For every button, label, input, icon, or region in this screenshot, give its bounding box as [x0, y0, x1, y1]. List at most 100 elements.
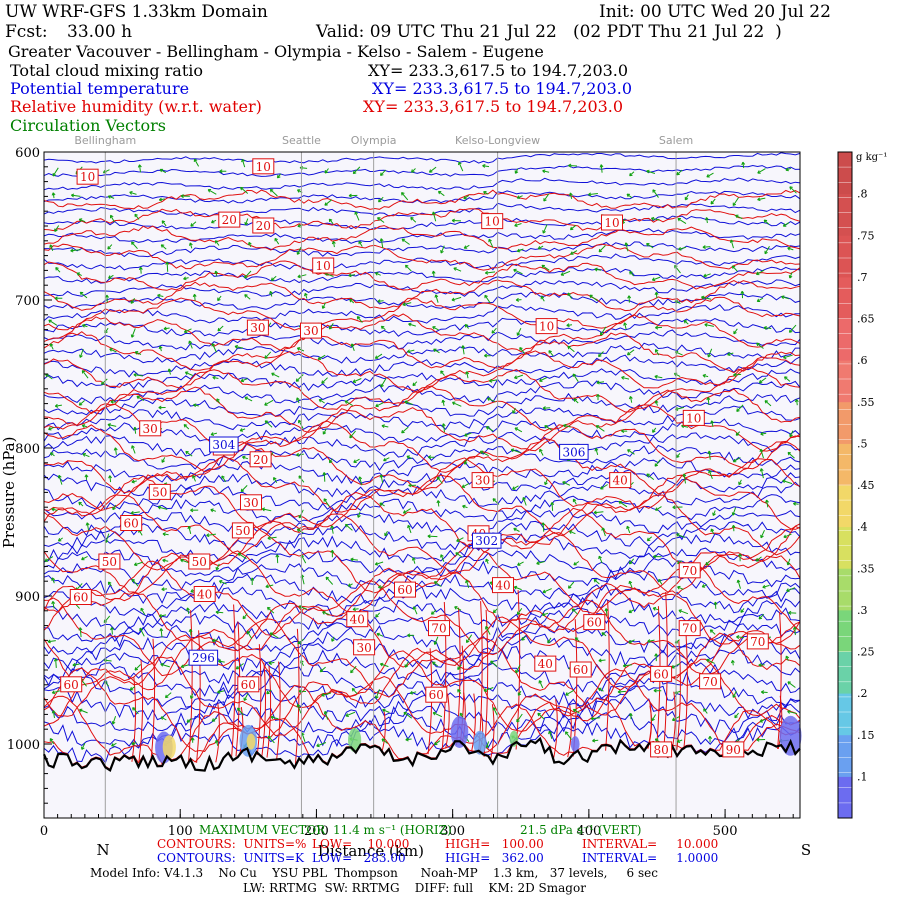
circulation-vector — [268, 661, 275, 665]
circulation-vector — [647, 639, 655, 643]
circulation-vector — [158, 345, 163, 352]
circulation-vector — [264, 399, 274, 406]
circulation-vector — [428, 166, 437, 173]
theta-contour — [43, 392, 801, 417]
circulation-vector — [710, 198, 716, 205]
circulation-vector — [538, 680, 544, 689]
circulation-vector — [374, 689, 380, 699]
circulation-vector — [794, 399, 799, 406]
circulation-vector — [713, 601, 718, 609]
circulation-vector — [221, 475, 227, 483]
rh-contour-label-box — [492, 577, 514, 594]
circulation-vector — [706, 658, 715, 664]
circulation-vector — [731, 265, 738, 272]
rh-contours-high: HIGH= 100.00 — [445, 837, 544, 851]
circulation-vector — [84, 474, 89, 480]
circulation-vector — [350, 343, 355, 351]
circulation-vector — [217, 659, 225, 664]
rh-contour-label-box — [76, 168, 99, 185]
theta-contour — [43, 520, 801, 551]
theta-contour — [43, 418, 801, 443]
circulation-vector — [706, 397, 711, 405]
circulation-vector — [52, 167, 59, 177]
circulation-vector — [483, 687, 494, 692]
rh-contour — [43, 525, 801, 595]
circulation-vector — [240, 378, 248, 383]
circulation-vector — [378, 585, 384, 590]
theta-contour — [43, 533, 801, 564]
circulation-vector — [78, 627, 83, 638]
circulation-vector — [454, 606, 462, 611]
circulation-vector — [134, 351, 142, 355]
theta-contour — [43, 291, 801, 310]
colorbar-tick-label: .5 — [857, 437, 868, 450]
rh-contour — [43, 189, 801, 210]
circulation-vector — [192, 475, 196, 482]
circulation-vector — [465, 371, 470, 379]
rh-contour — [605, 600, 610, 751]
circulation-vector — [550, 502, 555, 511]
rh-contour-label: 60 — [653, 667, 668, 681]
circulation-vector — [708, 735, 713, 743]
circulation-vector — [785, 655, 790, 662]
rh-contour-label-box — [534, 655, 557, 672]
circulation-vector — [567, 292, 573, 299]
circulation-vector — [70, 193, 81, 198]
rh-contour-label-box — [428, 620, 450, 637]
cloud-mixing-ratio-shade — [473, 730, 487, 755]
circulation-vector — [436, 500, 441, 507]
circulation-vector — [654, 374, 663, 379]
colorbar-segment — [838, 276, 852, 319]
circulation-vector — [323, 498, 330, 507]
circulation-vector — [574, 637, 580, 642]
colorbar-frame — [837, 151, 853, 819]
circulation-vector — [521, 635, 527, 641]
circulation-vector — [165, 261, 170, 272]
circulation-vector — [407, 633, 415, 638]
circulation-vector — [517, 690, 522, 696]
circulation-vector — [451, 296, 462, 302]
rh-contour — [676, 639, 681, 751]
rh-contour — [43, 208, 801, 232]
circulation-vector — [85, 522, 90, 531]
theta-contour — [43, 164, 801, 177]
circulation-vector — [275, 554, 280, 564]
circulation-vector — [162, 532, 169, 537]
circulation-vector — [484, 353, 491, 358]
circulation-vector — [440, 370, 445, 376]
circulation-vector — [379, 502, 385, 507]
circulation-vector — [322, 611, 330, 616]
circulation-vector — [244, 270, 252, 279]
circulation-vector — [626, 525, 631, 534]
circulation-vector — [55, 267, 61, 273]
theta-contour — [43, 202, 801, 217]
circulation-vector — [514, 223, 522, 227]
rh-contour — [43, 367, 801, 415]
rh-contour-label: 70 — [431, 622, 446, 636]
rh-contour-label-box — [300, 322, 322, 339]
circulation-vector — [712, 510, 716, 516]
rh-contour-label: 10 — [604, 216, 619, 230]
circulation-vector — [658, 578, 663, 585]
rh-contour-label: 60 — [64, 678, 79, 692]
rh-contour-label-box — [240, 494, 262, 511]
rh-contour — [43, 616, 801, 698]
circulation-vector — [735, 214, 743, 220]
circulation-vector — [488, 238, 494, 248]
circulation-vector — [513, 268, 523, 275]
rh-contour — [43, 597, 801, 678]
rh-contour-label: 10 — [686, 411, 701, 425]
circulation-vector — [267, 735, 275, 744]
circulation-vector — [350, 665, 357, 674]
circulation-vector — [331, 240, 336, 248]
x-tick-label: 300 — [440, 824, 465, 839]
circulation-vector — [758, 613, 765, 620]
circulation-vector — [729, 239, 734, 249]
circulation-vector — [404, 264, 412, 272]
rh-contour-label: 10 — [80, 170, 95, 184]
rh-contour — [196, 630, 201, 763]
theta-contour-label: 306 — [562, 445, 585, 459]
rh-contour-label-box — [231, 522, 254, 539]
circulation-vector — [781, 295, 789, 300]
rh-contour — [43, 313, 801, 353]
